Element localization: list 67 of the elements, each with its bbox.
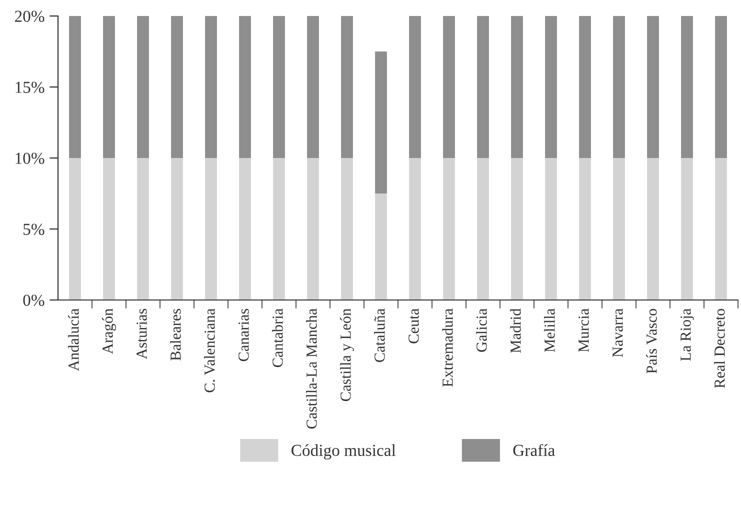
- x-tick-label: País Vasco: [646, 308, 657, 374]
- x-tick-label: Ceuta: [408, 308, 419, 344]
- bar: [715, 16, 727, 158]
- bar: [239, 158, 251, 300]
- bar: [307, 158, 319, 300]
- x-tick-label: Castilla-La Mancha: [306, 308, 317, 429]
- bar: [545, 16, 557, 158]
- bar: [409, 158, 421, 300]
- bar: [103, 16, 115, 158]
- bar: [103, 158, 115, 300]
- x-tick-label: Extremadura: [442, 308, 453, 387]
- bar: [545, 158, 557, 300]
- bar: [647, 16, 659, 158]
- bar: [477, 158, 489, 300]
- bar: [273, 16, 285, 158]
- bar: [681, 158, 693, 300]
- x-tick-label: Castilla y León: [340, 308, 354, 402]
- y-tick-label: 0%: [23, 294, 44, 306]
- bar: [171, 16, 183, 158]
- bar: [205, 158, 217, 300]
- x-tick-label: C. Valenciana: [204, 308, 215, 392]
- bar: [69, 158, 81, 300]
- legend-label: Código musical: [292, 444, 396, 460]
- bar: [715, 158, 727, 300]
- x-tick-label: Aragón: [102, 308, 116, 354]
- bar: [171, 158, 183, 300]
- bar: [443, 16, 455, 158]
- x-tick-label: Murcia: [578, 308, 589, 352]
- bar: [681, 16, 693, 158]
- x-tick-label: Navarra: [612, 308, 623, 358]
- bar: [579, 16, 591, 158]
- bar: [579, 158, 591, 300]
- bar: [375, 52, 387, 194]
- bar: [307, 16, 319, 158]
- bar: [477, 16, 489, 158]
- bar: [341, 16, 353, 158]
- bar: [613, 158, 625, 300]
- bar: [511, 16, 523, 158]
- bar: [205, 16, 217, 158]
- bar: [613, 16, 625, 158]
- x-tick-label: Baleares: [170, 308, 181, 360]
- x-tick-label: Asturias: [136, 308, 147, 360]
- x-tick-label: Cataluña: [374, 308, 385, 362]
- bar: [239, 16, 251, 158]
- bar: [137, 158, 149, 300]
- x-tick-label: Cantabria: [272, 308, 283, 368]
- bar: [443, 158, 455, 300]
- y-tick-label: 10%: [16, 152, 44, 164]
- y-tick-label: 20%: [14, 10, 44, 22]
- x-tick-label: La Rioja: [680, 308, 694, 361]
- bar: [69, 16, 81, 158]
- bar: [511, 158, 523, 300]
- y-tick-label: 15%: [16, 82, 44, 93]
- legend-label: Grafía: [513, 444, 555, 456]
- bar: [341, 158, 353, 300]
- x-tick-label: Madrid: [510, 308, 521, 353]
- y-tick-label: 5%: [24, 224, 44, 235]
- bar: [409, 16, 421, 158]
- x-tick-label: Andalucía: [68, 308, 79, 371]
- x-tick-label: Canarias: [238, 308, 249, 362]
- bar: [647, 158, 659, 300]
- x-tick-label: Melilla: [544, 308, 555, 352]
- x-tick-label: Real Decreto: [714, 308, 725, 388]
- bar: [137, 16, 149, 158]
- x-tick-label: Galicia: [476, 308, 487, 352]
- bar: [273, 158, 285, 300]
- bar: [375, 194, 387, 300]
